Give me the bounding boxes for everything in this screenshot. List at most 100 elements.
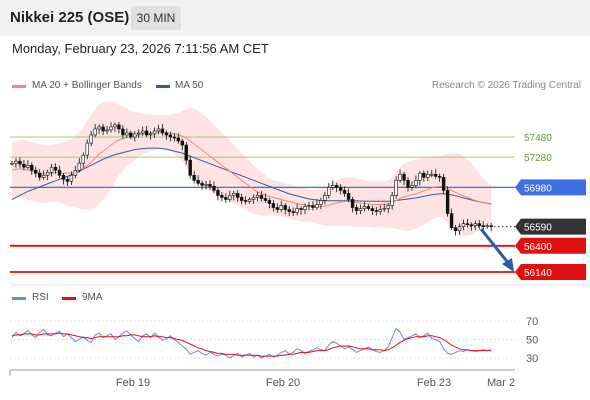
level-label-57280: 57280 [524, 153, 552, 164]
candle-body [129, 132, 133, 138]
level-label-56140: 56140 [524, 268, 552, 279]
rsi-tick-70: 70 [526, 316, 538, 328]
level-label-57480: 57480 [524, 133, 552, 144]
candle-body [77, 162, 82, 171]
candle-body [263, 198, 268, 201]
candle-body [430, 173, 434, 176]
candle-body [255, 195, 260, 198]
rsi-legend-swatch [12, 297, 26, 300]
candle-body [192, 174, 196, 181]
candle-body [437, 175, 442, 178]
candle-body [259, 195, 264, 199]
candle-body [49, 166, 54, 173]
candle-body [188, 159, 192, 176]
candle-body [26, 164, 30, 168]
candle-body [18, 160, 22, 165]
candle-body [168, 134, 173, 138]
level-label-56590: 56590 [524, 223, 552, 234]
candle-body [287, 209, 291, 212]
candle-body [327, 187, 331, 196]
candle-body [89, 134, 93, 144]
time-axis-label: Mar 2 [487, 377, 515, 389]
candle-body [117, 124, 121, 130]
candle-body [212, 186, 216, 191]
rsi-panel: 70 50 30 [10, 284, 590, 365]
candle-body [291, 211, 295, 213]
rsi-line [11, 327, 492, 359]
candle-body [323, 195, 327, 201]
candle-body [65, 179, 70, 182]
candle-body [449, 213, 454, 228]
datetime-label: Monday, February 23, 2026 7:11:56 AM CET [12, 41, 269, 56]
ma50-line [11, 147, 492, 205]
price-levels [10, 136, 515, 273]
candle-body [148, 133, 153, 136]
candle-body [109, 126, 113, 131]
candle-body [180, 140, 184, 146]
rsi-tick-30: 30 [526, 353, 538, 365]
candle-body [216, 190, 220, 196]
level-label-56980: 56980 [524, 183, 552, 194]
candle-body [164, 132, 169, 136]
candle-body [224, 197, 228, 200]
candle-body [422, 172, 426, 178]
timeframe-button[interactable]: 30 MIN [131, 6, 181, 30]
candle-body [30, 164, 34, 171]
ma9-legend-label: 9MA [82, 292, 103, 303]
candle-body [362, 206, 367, 209]
candle-body [275, 207, 280, 210]
candle-body [331, 185, 335, 188]
candle-body [457, 226, 462, 231]
time-axis: Feb 19 Feb 20 Feb 23 Mar 2 [9, 369, 515, 389]
candle-body [156, 128, 161, 132]
rsi-legend-label: RSI [32, 292, 49, 303]
candle-body [196, 180, 200, 184]
candle-body [311, 205, 315, 208]
candle-body [236, 193, 240, 198]
candle-body [144, 130, 149, 136]
instrument-title: Nikkei 225 (OSE) [10, 9, 130, 26]
candle-body [477, 223, 481, 226]
candle-body [485, 225, 489, 227]
candle-body [152, 130, 157, 135]
level-tag-56400 [515, 237, 586, 254]
ma50-legend-label: MA 50 [175, 80, 204, 91]
candle-body [386, 205, 390, 209]
candle-body [465, 223, 470, 225]
candle-body [34, 169, 38, 174]
candle-body [382, 208, 386, 210]
candle-body [200, 183, 204, 186]
candle-body [69, 174, 74, 182]
candle-body [176, 137, 181, 142]
candle-body [406, 180, 410, 188]
candle-body [279, 205, 283, 210]
candle-body [434, 173, 438, 177]
candle-body [45, 171, 50, 176]
candle-body [105, 129, 109, 132]
candle-body [184, 144, 188, 161]
candle-body [97, 126, 101, 130]
ma20-legend-swatch [12, 85, 26, 88]
candle-body [319, 200, 323, 205]
candle-body [160, 128, 165, 134]
candle-body [303, 206, 307, 210]
candle-body [461, 223, 466, 227]
candle-body [374, 210, 379, 212]
candle-body [315, 204, 319, 208]
time-axis-label: Feb 20 [266, 377, 300, 389]
level-label-56400: 56400 [524, 242, 552, 253]
ma9-line [11, 332, 492, 357]
candle-body [41, 174, 46, 178]
time-axis-label: Feb 23 [417, 377, 451, 389]
level-tag-56590 [515, 218, 586, 235]
level-tag-56140 [515, 264, 586, 280]
candle-body [414, 180, 418, 186]
candle-body [358, 208, 363, 211]
candle-body [125, 132, 129, 136]
candle-body [14, 160, 18, 164]
candle-body [390, 195, 394, 206]
candle-body [247, 199, 252, 202]
ma9-legend-swatch [62, 297, 76, 300]
candle-body [481, 225, 485, 227]
